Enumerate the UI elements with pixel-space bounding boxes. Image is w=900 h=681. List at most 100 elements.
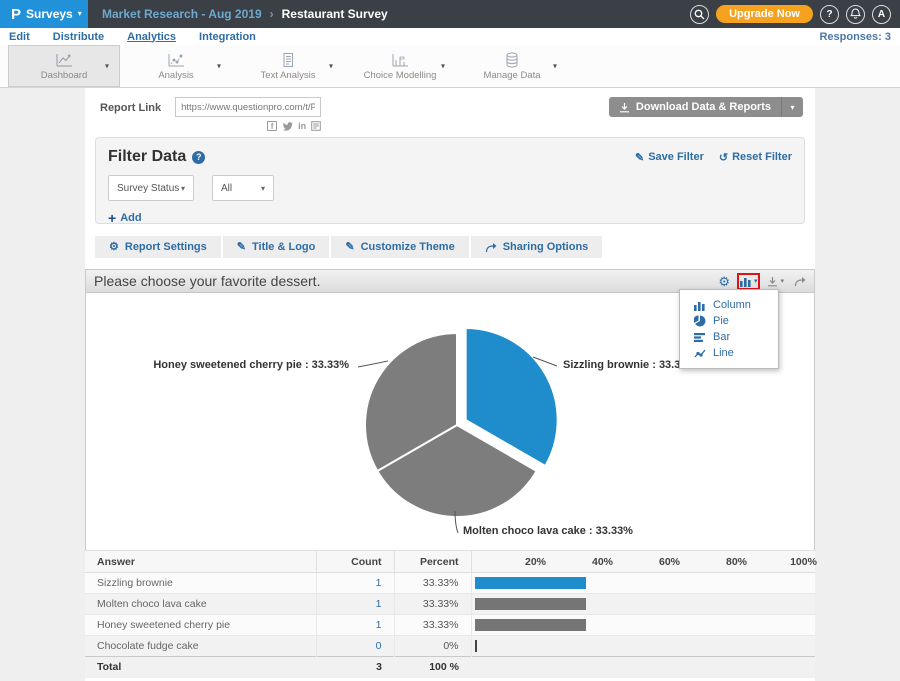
- leader-line: [532, 356, 558, 367]
- bar-cell: [470, 635, 815, 657]
- menu-item-pie[interactable]: Pie: [680, 313, 778, 329]
- analysis-chart-icon: [168, 53, 184, 66]
- reset-filter-label: Reset Filter: [732, 151, 792, 163]
- filter-field-select[interactable]: Survey Status ▾: [108, 175, 194, 201]
- filter-value-value: All: [221, 182, 233, 194]
- filter-data-title: Filter Data: [108, 148, 187, 165]
- tab-text-analysis[interactable]: Text Analysis ▾: [232, 45, 344, 87]
- topbar-actions: Upgrade Now ? A: [690, 4, 900, 24]
- leader-line: [454, 510, 459, 534]
- database-icon: [506, 52, 518, 67]
- chart-settings-gear-icon[interactable]: ⚙: [718, 273, 730, 289]
- chevron-down-icon[interactable]: ▾: [328, 61, 333, 71]
- pie-slice[interactable]: [375, 423, 539, 518]
- chart-share-button[interactable]: [794, 276, 806, 287]
- tab-analysis[interactable]: Analysis ▾: [120, 45, 232, 87]
- select-caret-icon: ▾: [180, 183, 185, 193]
- add-filter-button[interactable]: + Add: [108, 210, 152, 226]
- tab-label: Sharing Options: [502, 241, 589, 253]
- percent-bar: [474, 577, 587, 589]
- download-data-reports-button[interactable]: Download Data & Reports: [608, 97, 781, 117]
- gears-icon: ⚙: [109, 240, 119, 253]
- total-label-cell: Total: [85, 656, 316, 678]
- menu-item-label: Column: [713, 299, 751, 311]
- tab-customize-theme[interactable]: ✎ Customize Theme: [331, 236, 469, 258]
- chevron-down-icon[interactable]: ▾: [104, 61, 109, 71]
- tab-manage-data[interactable]: Manage Data ▾: [456, 45, 568, 87]
- save-filter-button[interactable]: ✎ Save Filter: [635, 151, 704, 164]
- select-caret-icon: ▾: [260, 183, 265, 193]
- tab-choice-modelling[interactable]: Choice Modelling ▾: [344, 45, 456, 87]
- notifications-button[interactable]: [846, 4, 865, 24]
- bar-cell: [470, 614, 815, 636]
- embed-icon[interactable]: [311, 121, 321, 131]
- report-link-row: Report Link f in Download Data & Reports…: [85, 97, 815, 131]
- table-row: Chocolate fudge cake 0 0%: [85, 635, 815, 657]
- report-link-wrap: f in: [175, 97, 322, 131]
- search-button[interactable]: [690, 4, 710, 24]
- nav-item-analytics[interactable]: Analytics: [127, 30, 177, 43]
- tab-label: Customize Theme: [360, 241, 455, 253]
- linkedin-icon[interactable]: in: [298, 121, 307, 131]
- question-chart-panel: Please choose your favorite dessert. ⚙ ▾…: [85, 269, 815, 550]
- reset-filter-button[interactable]: ↺ Reset Filter: [719, 151, 792, 164]
- breadcrumb: Market Research - Aug 2019 › Restaurant …: [102, 7, 388, 21]
- facebook-icon[interactable]: f: [267, 121, 278, 131]
- bar-chart-icon: [739, 277, 751, 287]
- answer-cell: Honey sweetened cherry pie: [85, 614, 316, 636]
- tab-report-settings[interactable]: ⚙ Report Settings: [95, 236, 221, 258]
- breadcrumb-survey-group[interactable]: Market Research - Aug 2019: [102, 7, 262, 21]
- chevron-down-icon[interactable]: ▾: [216, 61, 221, 71]
- chevron-down-icon[interactable]: ▾: [440, 61, 445, 71]
- pencil-icon: ✎: [635, 151, 645, 164]
- top-navbar: P Surveys ▾ Market Research - Aug 2019 ›…: [0, 0, 900, 28]
- pie-slice[interactable]: [464, 326, 559, 468]
- help-button[interactable]: ?: [820, 4, 839, 24]
- chart-header: Please choose your favorite dessert. ⚙ ▾…: [86, 270, 814, 293]
- filter-data-panel: Filter Data ? ✎ Save Filter ↺ Reset Filt…: [95, 137, 805, 226]
- tab-title-logo[interactable]: ✎ Title & Logo: [222, 236, 330, 258]
- filter-value-select[interactable]: All ▾: [212, 175, 274, 201]
- download-label: Download Data & Reports: [635, 101, 771, 113]
- pie-slice[interactable]: [364, 331, 458, 473]
- count-cell: 1: [315, 572, 394, 594]
- answer-cell: Molten choco lava cake: [85, 593, 316, 615]
- surveys-menu[interactable]: P Surveys ▾: [0, 0, 88, 28]
- pie-slice-label-molten: Molten choco lava cake : 33.33%: [463, 525, 633, 537]
- nav-item-edit[interactable]: Edit: [9, 30, 30, 43]
- menu-item-column[interactable]: Column: [680, 297, 778, 313]
- chart-download-button[interactable]: ▾: [767, 276, 784, 287]
- horizontal-bar-chart-icon: [694, 332, 705, 342]
- forward-arrow-icon: [794, 276, 806, 286]
- menu-item-bar[interactable]: Bar: [680, 329, 778, 345]
- tab-label: Dashboard: [40, 69, 88, 81]
- menu-item-line[interactable]: Line: [680, 345, 778, 361]
- download-options-caret[interactable]: ▾: [781, 97, 803, 117]
- tab-label: Title & Logo: [252, 241, 316, 253]
- filter-help-icon[interactable]: ?: [192, 150, 206, 164]
- tab-label: Manage Data: [483, 69, 541, 81]
- count-cell: 0: [315, 635, 394, 657]
- menu-item-label: Pie: [713, 315, 729, 327]
- tab-label: Text Analysis: [260, 69, 316, 81]
- chart-type-button[interactable]: ▾: [737, 272, 761, 290]
- twitter-icon[interactable]: [282, 121, 294, 131]
- chevron-down-icon[interactable]: ▾: [552, 61, 557, 71]
- report-link-input[interactable]: [175, 97, 322, 117]
- scale-tick: 20%: [524, 555, 547, 568]
- analytics-toolbar: Dashboard ▾ Analysis ▾ Text Analysis ▾ C…: [0, 45, 900, 88]
- percent-bar: [474, 640, 477, 652]
- scale-tick: 80%: [725, 555, 748, 568]
- tab-dashboard[interactable]: Dashboard ▾: [8, 45, 120, 87]
- dashboard-chart-icon: [56, 53, 72, 66]
- nav-item-distribute[interactable]: Distribute: [52, 30, 105, 43]
- nav-item-integration[interactable]: Integration: [199, 30, 256, 43]
- table-row: Molten choco lava cake 1 33.33%: [85, 593, 815, 615]
- filter-field-value: Survey Status: [117, 182, 180, 194]
- tab-sharing-options[interactable]: Sharing Options: [470, 236, 603, 258]
- upgrade-now-button[interactable]: Upgrade Now: [716, 5, 813, 23]
- tab-label: Report Settings: [124, 241, 207, 253]
- leader-line: [357, 360, 389, 368]
- pie-slice-label-honey: Honey sweetened cherry pie : 33.33%: [153, 359, 349, 371]
- avatar[interactable]: A: [872, 4, 891, 24]
